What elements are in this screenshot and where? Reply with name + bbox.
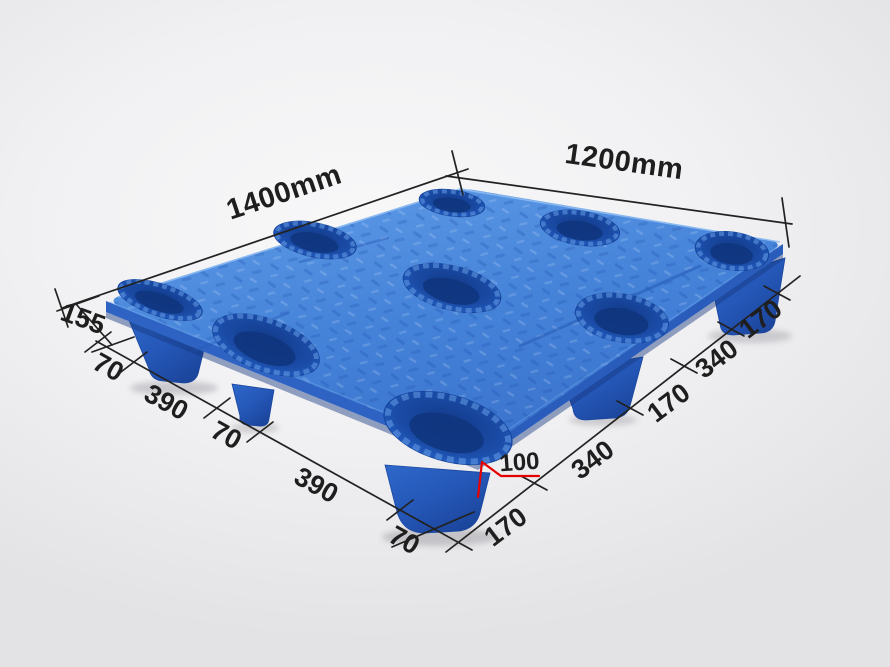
- dim-label-br-1: 340: [566, 434, 620, 485]
- dim-tick: [763, 285, 791, 301]
- pallet-cup: [418, 188, 486, 218]
- deck-edge-lip-right: [478, 244, 783, 463]
- dim-tick: [781, 197, 790, 248]
- dim-tick-corner: [391, 511, 475, 548]
- dim-label-foot-height: 100: [499, 448, 541, 478]
- pallet: [106, 188, 792, 546]
- dim-line-155: [75, 303, 113, 346]
- pallet-cup: [273, 220, 357, 260]
- dim-line-bottom-left: [95, 340, 473, 551]
- pallet-cup: [212, 313, 320, 377]
- dim-tick: [84, 331, 112, 353]
- deck-top-edge-highlight: [117, 188, 781, 298]
- dim-tick: [56, 295, 100, 312]
- dimension-annotations: [54, 150, 801, 553]
- dim-tick-apex: [451, 150, 464, 196]
- pallet-deck-texture: [113, 189, 778, 448]
- dim-line-1200: [445, 175, 793, 225]
- foot-shadow: [382, 528, 498, 546]
- dim-tick: [91, 336, 135, 353]
- deck-underside-shadow-left: [106, 312, 478, 470]
- dim-tick: [120, 351, 148, 373]
- deck-underside-shadow-right: [478, 254, 783, 470]
- pallet-cup: [402, 262, 502, 314]
- pallet-cup: [694, 230, 770, 272]
- dim-tick: [54, 288, 69, 328]
- dim-label-br-2: 170: [642, 377, 696, 428]
- dim-label-br-0: 170: [479, 501, 533, 552]
- foot-shadow: [231, 423, 279, 433]
- dim-tick: [203, 397, 231, 419]
- dim-tick: [717, 321, 745, 337]
- dim-label-bl-0: 70: [88, 347, 129, 388]
- foot-shadow: [130, 381, 218, 395]
- pallet-cup: [539, 209, 621, 247]
- dim-tick: [520, 475, 548, 491]
- dim-tick: [386, 499, 414, 521]
- dim-line-foot-height: [476, 460, 541, 499]
- dim-tick: [616, 400, 644, 416]
- dim-label-width: 1200mm: [563, 138, 685, 186]
- dim-line-bottom-right: [445, 275, 801, 553]
- dim-line-1400: [61, 168, 469, 309]
- pallet-cup: [575, 292, 669, 344]
- dim-tick: [246, 421, 274, 443]
- pallet-cup: [383, 390, 513, 466]
- dim-label-bl-3: 390: [289, 461, 343, 509]
- dim-tick: [670, 358, 698, 374]
- dim-label-height: 155: [57, 297, 110, 341]
- pallet-foot-left-mid: [231, 383, 275, 427]
